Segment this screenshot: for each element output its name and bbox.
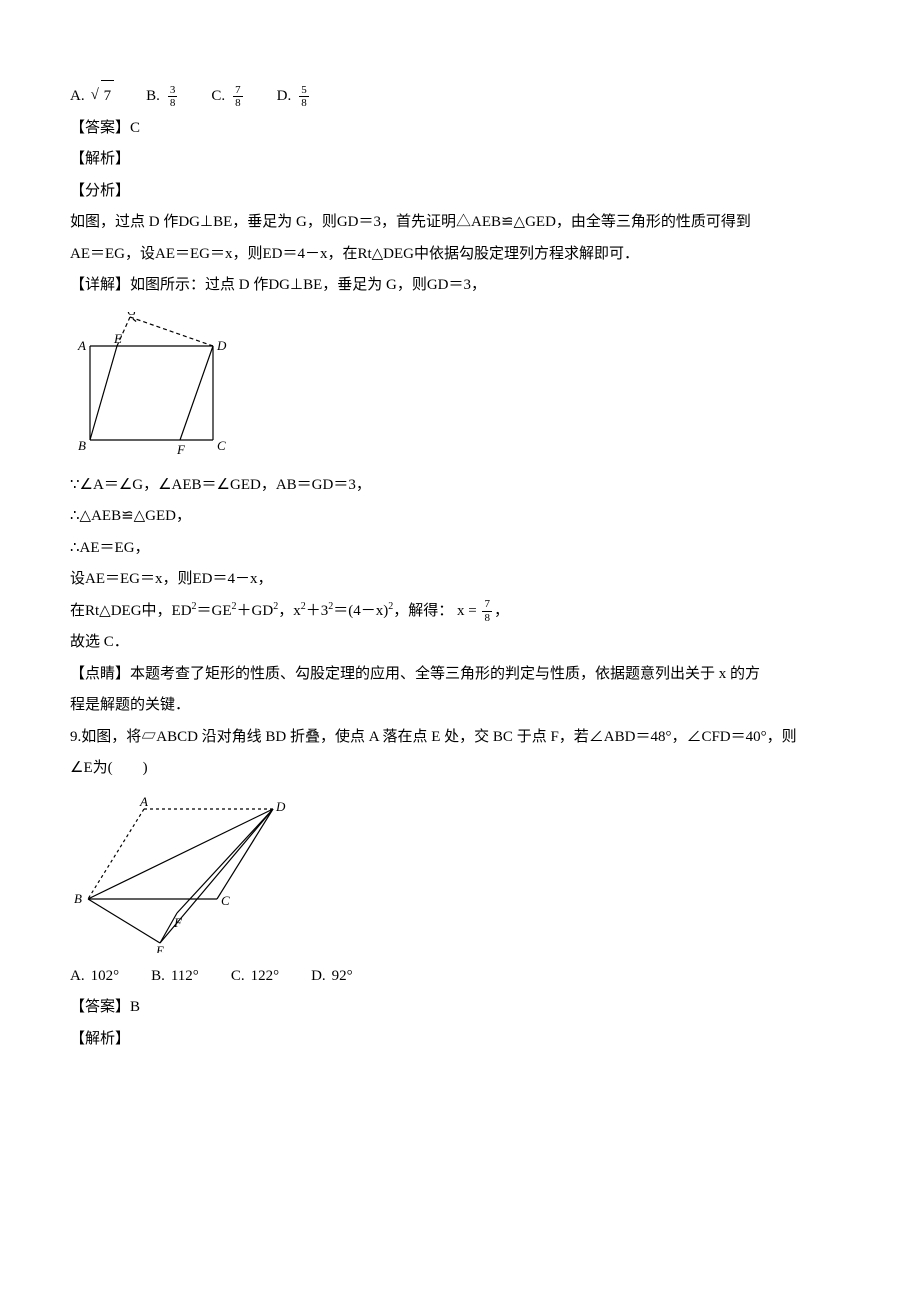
option-A[interactable]: A. 102° [70, 961, 119, 993]
q8-proof-l2: ∴△AEB≌△GED， [70, 501, 850, 533]
q8-fenxi-l2: AE＝EG，设AE＝EG＝x，则ED＝4－x，在Rt△DEG中依据勾股定理列方程… [70, 239, 850, 271]
fraction: 7 8 [233, 84, 243, 109]
text: ＋GD [237, 603, 274, 619]
q8-jiexi-label: 【解析】 [70, 144, 850, 176]
svg-text:B: B [74, 891, 82, 906]
option-C[interactable]: C. 7 8 [211, 81, 244, 113]
text: x = [457, 603, 477, 619]
text: ，解得： [393, 603, 453, 619]
text: 在Rt△DEG中，ED [70, 603, 192, 619]
q8-xiangjie: 【详解】如图所示：过点 D 作DG⊥BE，垂足为 G，则GD＝3， [70, 270, 850, 302]
q9-stem-l1: 9.如图，将▱ABCD 沿对角线 BD 折叠，使点 A 落在点 E 处，交 BC… [70, 722, 850, 754]
option-B-label: B. [151, 961, 165, 993]
svg-text:C: C [221, 893, 230, 908]
fraction: 5 8 [299, 84, 309, 109]
q9-stem-l2: ∠E为( ) [70, 753, 850, 785]
q8-answer: 【答案】C [70, 113, 850, 145]
q8-proof-l1: ∵∠A＝∠G，∠AEB＝∠GED，AB＝GD＝3， [70, 470, 850, 502]
text: ＋3 [306, 603, 329, 619]
option-D-value: 92° [332, 961, 353, 993]
svg-text:E: E [155, 943, 164, 953]
q8-proof-l5: 在Rt△DEG中，ED2＝GE2＋GD2，x2＋32＝(4－x)2，解得： x … [70, 596, 850, 628]
q8-dianjing-l2: 程是解题的关键． [70, 690, 850, 722]
option-D[interactable]: D. 92° [311, 961, 353, 993]
svg-text:B: B [78, 438, 86, 453]
q8-proof-l6: 故选 C． [70, 627, 850, 659]
q8-options: A. 7 B. 3 8 C. 7 8 D. 5 8 [70, 80, 850, 113]
q9-options: A. 102° B. 112° C. 122° D. 92° [70, 961, 850, 993]
option-B-label: B. [146, 81, 160, 113]
sqrt-icon: 7 [101, 80, 115, 113]
q8-proof-l3: ∴AE＝EG， [70, 533, 850, 565]
option-C-label: C. [231, 961, 245, 993]
q9-jiexi-label: 【解析】 [70, 1024, 850, 1056]
text: ， [494, 603, 509, 619]
text: ，x [278, 603, 301, 619]
option-C-value: 122° [251, 961, 280, 993]
text: ＝(4－x) [333, 603, 388, 619]
option-C-label: C. [211, 81, 225, 113]
option-C[interactable]: C. 122° [231, 961, 279, 993]
svg-text:F: F [176, 442, 186, 457]
option-D[interactable]: D. 5 8 [277, 81, 311, 113]
svg-text:A: A [139, 795, 148, 809]
svg-text:G: G [127, 312, 137, 318]
q9-figure: A D B F C E [70, 795, 290, 953]
svg-text:E: E [113, 331, 122, 346]
q8-dianjing-l1: 【点睛】本题考查了矩形的性质、勾股定理的应用、全等三角形的判定与性质，依据题意列… [70, 659, 850, 691]
q8-fenxi-label: 【分析】 [70, 176, 850, 208]
option-D-label: D. [277, 81, 292, 113]
option-A[interactable]: A. 7 [70, 80, 114, 113]
option-B-value: 112° [171, 961, 199, 993]
svg-text:D: D [216, 338, 227, 353]
option-A-value: 102° [91, 961, 120, 993]
q9-answer: 【答案】B [70, 992, 850, 1024]
fraction: 3 8 [168, 84, 178, 109]
option-B[interactable]: B. 112° [151, 961, 199, 993]
svg-text:F: F [173, 915, 183, 930]
option-A-label: A. [70, 961, 85, 993]
q8-proof-l4: 设AE＝EG＝x，则ED＝4－x， [70, 564, 850, 596]
text: ＝GE [197, 603, 232, 619]
svg-text:C: C [217, 438, 226, 453]
svg-text:D: D [275, 799, 286, 814]
option-D-label: D. [311, 961, 326, 993]
q8-fenxi-l1: 如图，过点 D 作DG⊥BE，垂足为 G，则GD＝3，首先证明△AEB≌△GED… [70, 207, 850, 239]
option-A-label: A. [70, 81, 85, 113]
option-B[interactable]: B. 3 8 [146, 81, 179, 113]
fraction: 7 8 [482, 598, 492, 623]
q8-figure: A E D B F C G [70, 312, 240, 462]
svg-text:A: A [77, 338, 86, 353]
